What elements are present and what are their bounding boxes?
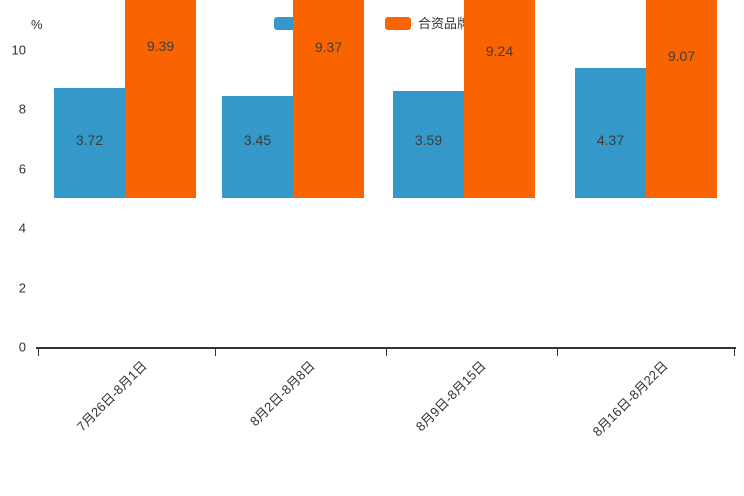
bar-china-brand[interactable]: 3.45 (222, 95, 293, 198)
x-axis-line (36, 347, 736, 349)
bar-value-label: 9.24 (485, 42, 514, 59)
x-axis-tick (215, 349, 216, 356)
bar-china-brand[interactable]: 3.72 (54, 87, 125, 198)
legend-label-joint-venture-brand: 合资品牌 (418, 15, 471, 31)
x-axis-category-label: 8月9日-8月15日 (412, 358, 489, 435)
x-axis-tick (386, 349, 387, 356)
bar-value-label: 9.37 (314, 38, 343, 55)
bar-joint-venture-brand[interactable]: 9.24 (464, 0, 535, 198)
bar-china-brand[interactable]: 4.37 (575, 68, 646, 198)
y-axis-tick-label: 4 (18, 220, 26, 236)
y-axis-tick-label: 8 (18, 101, 26, 117)
x-axis-category-label: 8月16日-8月22日 (589, 358, 671, 440)
x-axis-category-label: 7月26日-8月1日 (73, 358, 150, 435)
y-axis-tick-label: 0 (18, 339, 26, 355)
bar-joint-venture-brand[interactable]: 9.37 (293, 0, 364, 198)
bar-value-label: 9.07 (667, 47, 696, 64)
bar-joint-venture-brand[interactable]: 9.07 (646, 0, 717, 198)
x-axis-tick (557, 349, 558, 356)
y-axis-unit-label: % (31, 17, 43, 32)
bar-value-label: 9.39 (146, 38, 175, 55)
legend-item-joint-venture-brand[interactable]: 合资品牌 (385, 15, 471, 31)
bar-value-label: 3.45 (243, 132, 272, 148)
bar-joint-venture-brand[interactable]: 9.39 (125, 0, 196, 198)
x-axis-tick (734, 349, 735, 356)
x-axis-tick (38, 349, 39, 356)
x-axis-category-label: 8月2日-8月8日 (246, 358, 318, 430)
bars-container: 3.72 9.39 3.45 9.37 3.59 9.24 4.37 9.07 (54, 0, 717, 198)
bar-value-label: 3.59 (414, 132, 443, 148)
y-axis-tick-label: 6 (18, 161, 26, 177)
bar-value-label: 4.37 (596, 132, 625, 148)
y-axis-tick-label: 10 (11, 42, 26, 58)
bar-china-brand[interactable]: 3.59 (393, 91, 464, 198)
plot-area: 0 2 4 6 8 10 (12, 40, 736, 355)
bar-value-label: 3.72 (75, 132, 104, 148)
legend-swatch-orange (385, 16, 411, 30)
y-axis-tick-label: 2 (18, 280, 26, 296)
